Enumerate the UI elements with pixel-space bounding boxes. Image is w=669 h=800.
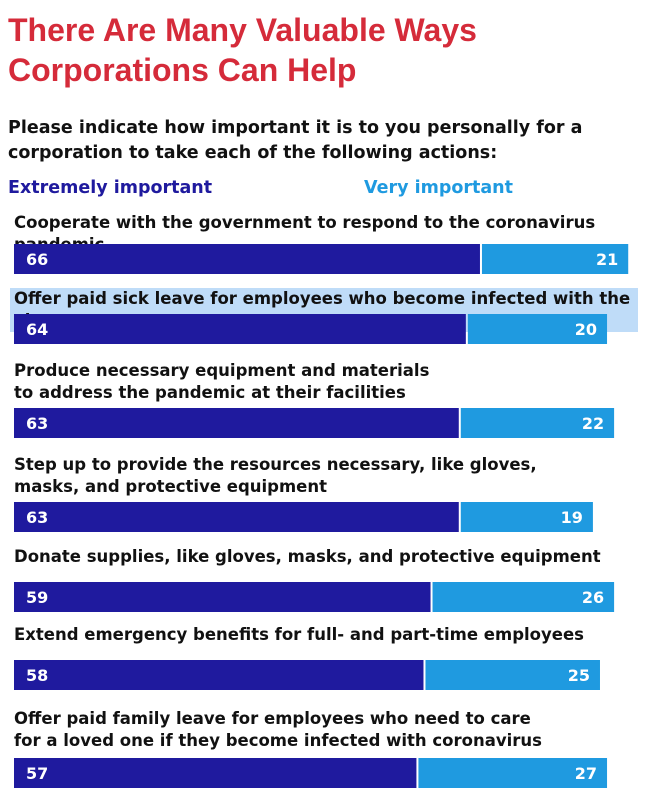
data-label-very-important: 22 — [582, 414, 604, 433]
data-label-extremely-important: 63 — [26, 414, 48, 433]
chart-subtitle: Please indicate how important it is to y… — [8, 118, 583, 163]
bar-extremely-important — [14, 244, 480, 274]
bar-very-important — [460, 502, 593, 532]
bar-very-important — [481, 244, 629, 274]
data-label-extremely-important: 66 — [26, 250, 48, 269]
data-label-extremely-important: 63 — [26, 508, 48, 527]
bar-very-important — [467, 314, 608, 344]
category-label: Offer paid family leave for employees wh… — [14, 709, 542, 750]
data-label-very-important: 25 — [568, 666, 590, 685]
bar-extremely-important — [14, 314, 466, 344]
data-label-extremely-important: 59 — [26, 588, 48, 607]
category-label: Step up to provide the resources necessa… — [14, 455, 537, 496]
bar-extremely-important — [14, 582, 431, 612]
category-label: Produce necessary equipment and material… — [14, 361, 430, 402]
bar-extremely-important — [14, 502, 459, 532]
legend-very-important: Very important — [364, 178, 513, 198]
data-label-very-important: 26 — [582, 588, 604, 607]
data-label-extremely-important: 58 — [26, 666, 48, 685]
data-label-extremely-important: 64 — [26, 320, 48, 339]
bar-very-important — [432, 582, 615, 612]
data-label-very-important: 19 — [561, 508, 583, 527]
data-label-very-important: 20 — [575, 320, 597, 339]
bar-extremely-important — [14, 408, 459, 438]
bar-very-important — [425, 660, 600, 690]
bar-very-important — [460, 408, 615, 438]
data-label-very-important: 27 — [575, 764, 597, 783]
bar-extremely-important — [14, 758, 417, 788]
bar-very-important — [418, 758, 608, 788]
legend-extremely-important: Extremely important — [8, 178, 213, 198]
data-label-very-important: 21 — [596, 250, 618, 269]
chart-title: There Are Many Valuable Ways Corporation… — [8, 12, 477, 88]
category-label: Donate supplies, like gloves, masks, and… — [14, 547, 601, 566]
category-label: Extend emergency benefits for full- and … — [14, 625, 584, 644]
bar-extremely-important — [14, 660, 424, 690]
data-label-extremely-important: 57 — [26, 764, 48, 783]
